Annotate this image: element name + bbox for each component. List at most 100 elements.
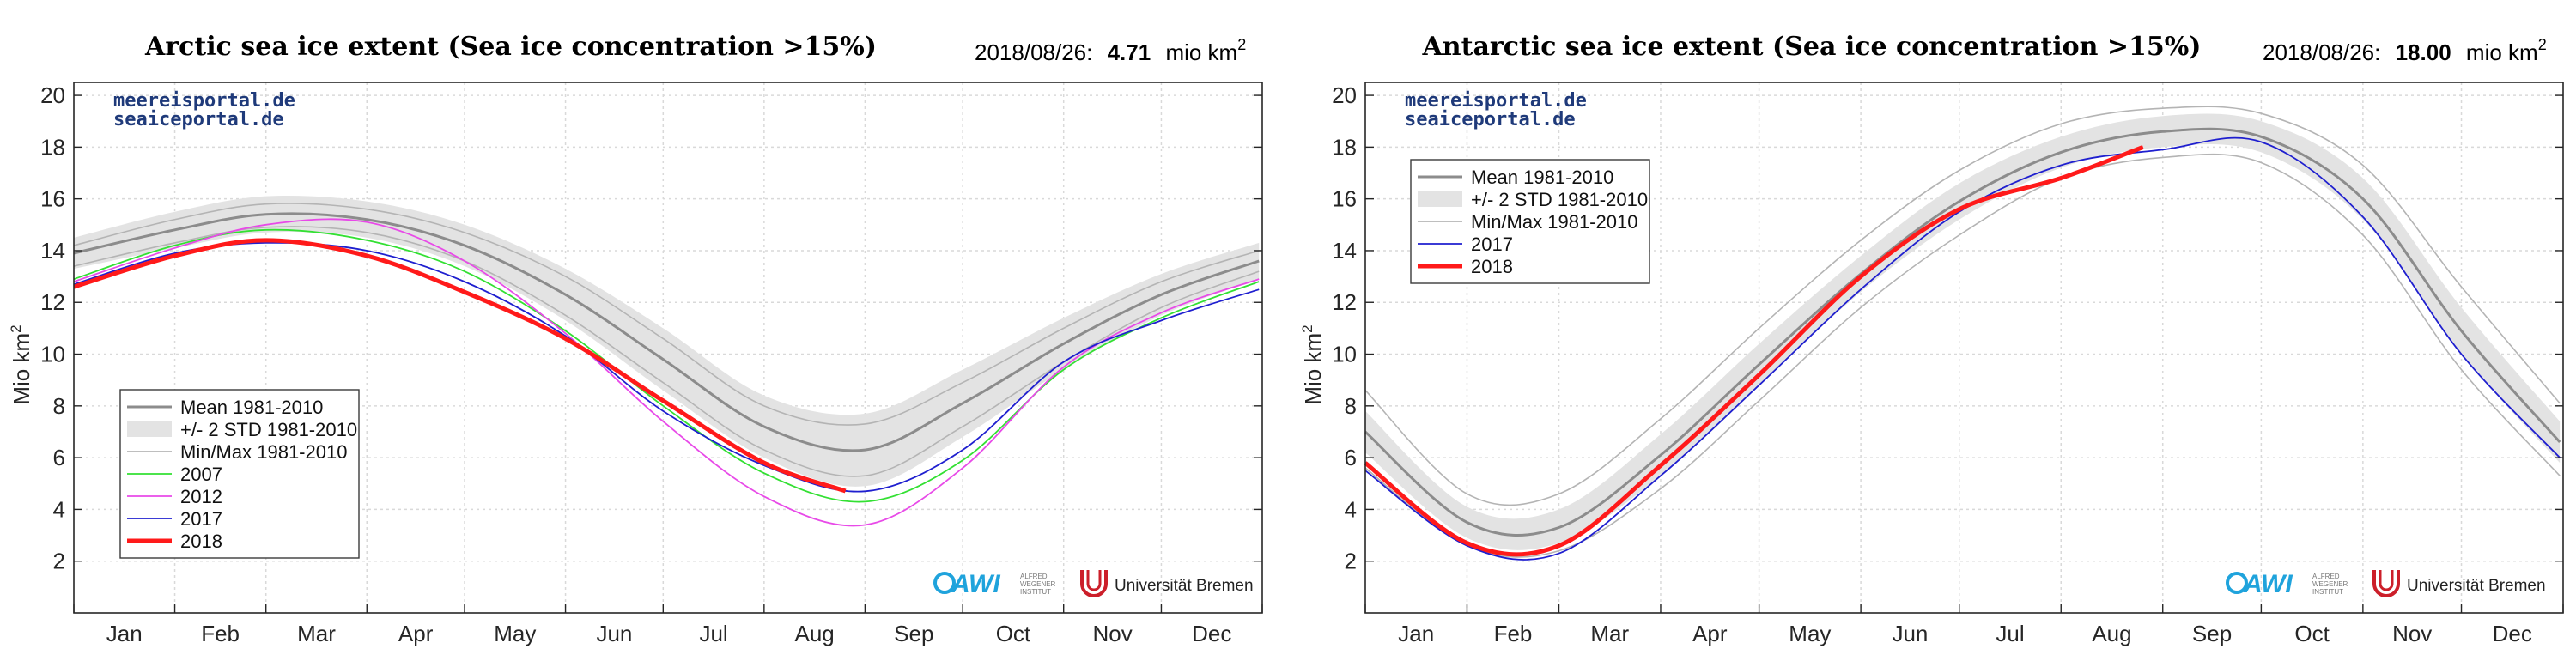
y-axis-label-text: Mio km	[9, 333, 34, 405]
y-tick-label: 6	[53, 445, 65, 470]
legend-label: 2018	[180, 531, 222, 552]
y-tick-label: 10	[40, 342, 65, 367]
y-tick-label: 18	[40, 134, 65, 160]
legend-label: Mean 1981-2010	[1471, 167, 1613, 188]
y-tick-label: 20	[1332, 82, 1357, 108]
legend-label: Mean 1981-2010	[180, 397, 323, 418]
antarctic-unit-sup: 2	[2538, 36, 2547, 53]
y-tick-label: 2	[53, 549, 65, 574]
y-tick-label: 18	[1332, 134, 1357, 160]
y-axis-label-sup: 2	[8, 324, 24, 332]
arctic-date-readout: 2018/08/26: 4.71 mio km2	[975, 36, 1246, 65]
x-tick-label: Dec	[2493, 621, 2532, 646]
bremen-logo-text: Universität Bremen	[1115, 577, 1254, 595]
x-tick-label: Jul	[699, 621, 727, 646]
y-tick-label: 20	[40, 82, 65, 108]
antarctic-chart: 2 4 6 8 10 12 14 16 18 20 Jan Feb Mar Apr May Jun Jul Aug…	[1299, 82, 2564, 646]
awi-logo-icon	[933, 572, 956, 594]
x-tick-label: Aug	[2092, 621, 2131, 646]
y-tick-label: 8	[53, 393, 65, 419]
x-tick-label: Aug	[794, 621, 834, 646]
x-tick-label: Mar	[1590, 621, 1629, 646]
y-tick-label: 6	[1345, 445, 1357, 470]
antarctic-watermark-line-2: seaiceportal.de	[1405, 109, 1576, 130]
arctic-y-axis-label: Mio km2	[8, 324, 34, 404]
y-axis-label-text: Mio km	[1300, 333, 1326, 405]
antarctic-chart-title: Antarctic sea ice extent (Sea ice concen…	[1422, 32, 2202, 62]
legend-label: Min/Max 1981-2010	[180, 441, 347, 463]
arctic-series-2007	[73, 228, 1260, 503]
arctic-mean-line	[73, 212, 1260, 452]
y-tick-label: 12	[1332, 289, 1357, 315]
legend-swatch-std	[127, 421, 172, 437]
y-axis-label-sup: 2	[1299, 324, 1315, 332]
awi-logo-subtext: ALFRED	[2312, 573, 2340, 580]
antarctic-mean-line	[1364, 127, 2561, 537]
arctic-chart: 2 4 6 8 10 12 14 16 18 20 Jan Feb Mar Apr May Jun Jul Aug…	[8, 82, 1263, 646]
arctic-extent-value: 4.71	[1108, 39, 1151, 65]
legend-label: +/- 2 STD 1981-2010	[1471, 189, 1648, 210]
y-tick-label: 12	[40, 289, 65, 315]
arctic-date: 2018/08/26:	[975, 39, 1092, 65]
antarctic-y-axis-label: Mio km2	[1299, 324, 1326, 404]
x-tick-label: May	[1789, 621, 1831, 646]
arctic-legend: Mean 1981-2010+/- 2 STD 1981-2010Min/Max…	[119, 389, 360, 559]
bremen-logo-inner	[2379, 570, 2394, 591]
legend-label: 2017	[1471, 233, 1513, 255]
x-tick-label: Sep	[2192, 621, 2232, 646]
awi-logo-text: AWI	[951, 570, 1000, 598]
bremen-logo-text: Universität Bremen	[2407, 577, 2546, 595]
y-tick-label: 10	[1332, 342, 1357, 367]
legend-label: 2007	[180, 464, 222, 485]
antarctic-min-line	[1364, 153, 2561, 558]
x-tick-label: Jul	[1996, 621, 2024, 646]
x-tick-label: Feb	[201, 621, 240, 646]
legend-label: 2018	[1471, 256, 1513, 277]
x-tick-label: Apr	[1692, 621, 1728, 646]
awi-logo-subtext: ALFRED	[1020, 573, 1048, 580]
x-tick-label: Jun	[1892, 621, 1928, 646]
antarctic-max-line	[1364, 106, 2561, 506]
antarctic-watermark-line-1: meereisportal.de	[1405, 90, 1587, 112]
x-tick-label: Oct	[2294, 621, 2330, 646]
antarctic-series-2017	[1364, 136, 2561, 561]
y-tick-label: 14	[40, 238, 65, 264]
legend-label: Min/Max 1981-2010	[1471, 211, 1637, 233]
legend-swatch-std	[1418, 191, 1462, 207]
arctic-max-line	[73, 203, 1260, 426]
x-tick-label: Nov	[1092, 621, 1132, 646]
antarctic-date-readout: 2018/08/26: 18.00 mio km2	[2263, 36, 2547, 65]
antarctic-extent-value: 18.00	[2396, 39, 2451, 65]
antarctic-series-2018	[1364, 145, 2144, 557]
awi-logo-subtext: WEGENER	[2312, 580, 2348, 588]
x-tick-label: Feb	[1494, 621, 1533, 646]
arctic-series-2012	[73, 218, 1260, 527]
x-tick-label: Jun	[596, 621, 632, 646]
x-tick-label: Sep	[894, 621, 933, 646]
y-tick-label: 8	[1345, 393, 1357, 419]
arctic-series-2017	[73, 241, 1260, 493]
y-tick-label: 4	[1345, 496, 1357, 522]
antarctic-axes-frame	[1364, 82, 2564, 614]
antarctic-std-band	[1365, 113, 2561, 550]
awi-logo-icon	[2226, 572, 2248, 594]
x-tick-label: Jan	[1398, 621, 1434, 646]
x-tick-label: Dec	[1192, 621, 1231, 646]
arctic-watermark-line-1: meereisportal.de	[113, 90, 295, 112]
x-tick-label: Nov	[2392, 621, 2432, 646]
legend-label: +/- 2 STD 1981-2010	[180, 419, 357, 440]
x-tick-label: May	[494, 621, 536, 646]
arctic-series-2018	[73, 238, 847, 494]
y-tick-label: 4	[53, 496, 65, 522]
antarctic-unit: mio km	[2466, 39, 2538, 65]
arctic-chart-title: Arctic sea ice extent (Sea ice concentra…	[144, 32, 877, 62]
x-tick-label: Jan	[106, 621, 143, 646]
x-tick-label: Mar	[297, 621, 336, 646]
y-tick-label: 16	[40, 186, 65, 212]
legend-label: 2017	[180, 508, 222, 530]
bremen-logo-icon	[1080, 570, 1108, 597]
awi-logo-subtext: INSTITUT	[1020, 588, 1051, 596]
y-tick-label: 14	[1332, 238, 1357, 264]
antarctic-legend: Mean 1981-2010+/- 2 STD 1981-2010Min/Max…	[1410, 159, 1650, 284]
